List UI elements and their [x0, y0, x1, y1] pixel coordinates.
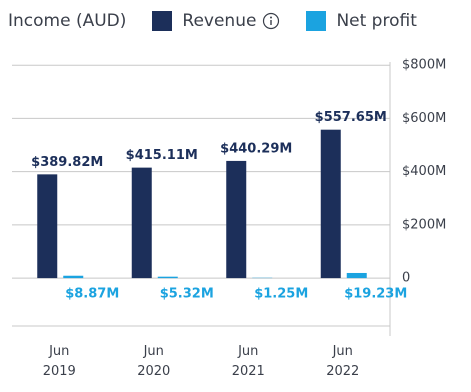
x-tick-label: Jun 2021	[231, 344, 265, 379]
x-tick-label: Jun 2020	[137, 344, 171, 379]
x-tick-label: Jun 2019	[42, 344, 76, 379]
bar	[157, 276, 178, 279]
data-label: $19.23M	[344, 287, 407, 302]
bar	[320, 129, 341, 279]
x-tick-label: Jun 2022	[326, 344, 360, 379]
legend-title: Income (AUD)	[8, 11, 127, 31]
y-tick-label: 0	[402, 271, 410, 286]
data-label: $1.25M	[254, 287, 308, 302]
data-label: $389.82M	[31, 155, 103, 170]
data-label: $415.11M	[126, 148, 198, 163]
bar	[63, 275, 84, 279]
y-tick-label: $400M	[402, 164, 446, 179]
bar	[131, 167, 152, 279]
legend-label: Net profit	[336, 11, 417, 31]
bar	[226, 160, 247, 279]
legend-label: Revenue	[182, 11, 257, 31]
data-label: $5.32M	[160, 287, 214, 302]
data-label: $557.65M	[315, 110, 387, 125]
y-tick-label: $800M	[402, 58, 446, 73]
legend-swatch	[152, 11, 173, 31]
y-tick-label: $200M	[402, 217, 446, 232]
info-icon[interactable]	[262, 12, 280, 30]
y-tick-label: $600M	[402, 111, 446, 126]
bar	[346, 272, 367, 279]
legend: Income (AUD) Revenue Net profit	[8, 6, 417, 36]
legend-swatch	[306, 11, 327, 31]
data-label: $8.87M	[65, 287, 119, 302]
data-label: $440.29M	[220, 141, 292, 156]
bar	[37, 174, 58, 279]
